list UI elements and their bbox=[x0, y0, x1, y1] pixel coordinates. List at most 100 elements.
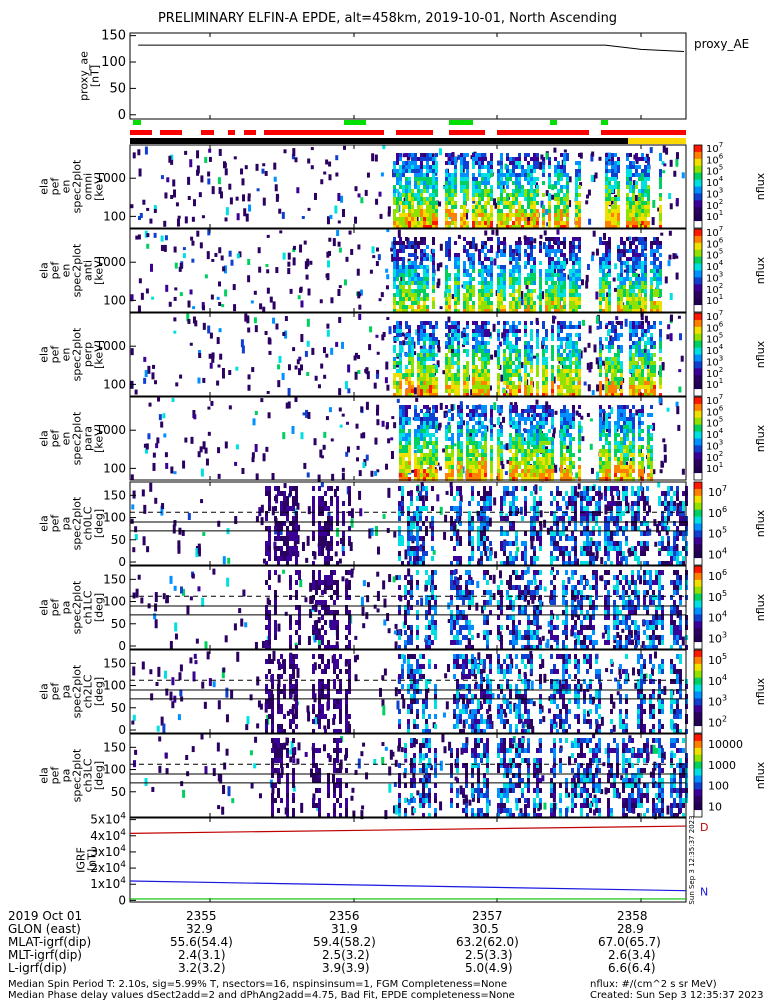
epd-flag-bar bbox=[497, 130, 589, 135]
spectrogram-pixel bbox=[417, 385, 420, 389]
spectrogram-pixel bbox=[578, 305, 581, 309]
spectrogram-pixel bbox=[426, 257, 429, 261]
colorbar-segment bbox=[694, 291, 702, 299]
spectrogram-pixel bbox=[423, 393, 426, 397]
spectrogram-pixel bbox=[503, 197, 506, 201]
spectrogram-pixel bbox=[396, 181, 399, 185]
spectrogram-pixel bbox=[536, 437, 539, 441]
spectrogram-pixel bbox=[653, 241, 656, 245]
spectrogram-pixel bbox=[436, 339, 440, 348]
spectrogram-pixel bbox=[399, 181, 402, 185]
spectrogram-pixel bbox=[299, 244, 303, 253]
spectrogram-pixel bbox=[626, 181, 629, 185]
spectrogram-pixel bbox=[536, 449, 539, 453]
spectrogram-pixel bbox=[255, 473, 259, 481]
spectrogram-pixel bbox=[405, 153, 408, 157]
spectrogram-pixel bbox=[565, 258, 569, 265]
spectrogram-pixel bbox=[396, 169, 399, 173]
spectrogram-pixel bbox=[264, 170, 268, 176]
spectrogram-pixel bbox=[530, 441, 533, 445]
spectrogram-pixel bbox=[599, 321, 602, 325]
spectrogram-pixel bbox=[259, 303, 263, 310]
spectrogram-pixel bbox=[429, 473, 432, 477]
spectrogram-pixel bbox=[429, 321, 432, 325]
spectrogram-pixel bbox=[339, 424, 343, 428]
spectrogram-pixel bbox=[638, 293, 641, 297]
spectrogram-pixel bbox=[246, 317, 250, 324]
spectrogram-pixel bbox=[497, 241, 500, 245]
spectrogram-pixel bbox=[509, 473, 512, 477]
spectrogram-pixel bbox=[578, 445, 581, 449]
spectrogram-pixel bbox=[617, 205, 620, 209]
spectrogram-pixel bbox=[659, 341, 662, 345]
spectrogram-pixel bbox=[426, 353, 429, 357]
spectrogram-pixel bbox=[448, 445, 451, 449]
spectrogram-pixel bbox=[635, 257, 638, 261]
spectrogram-pixel bbox=[251, 457, 255, 463]
spectrogram-pixel bbox=[267, 337, 271, 345]
spectrogram-pixel bbox=[396, 217, 399, 221]
spectrogram-pixel bbox=[578, 217, 581, 221]
spectrogram-pixel bbox=[530, 217, 533, 221]
spectrogram-pixel bbox=[487, 385, 490, 389]
spectrogram-pixel bbox=[411, 341, 414, 345]
spectrogram-pixel bbox=[402, 217, 405, 221]
spectrogram-pixel bbox=[445, 453, 448, 457]
spectrogram-pixel bbox=[193, 414, 197, 420]
spectrogram-pixel bbox=[247, 384, 251, 391]
spectrogram-pixel bbox=[197, 377, 201, 384]
spectrogram-pixel bbox=[575, 365, 578, 369]
spectrogram-pixel bbox=[530, 269, 533, 273]
spectrogram-pixel bbox=[487, 193, 490, 197]
spectrogram-pixel bbox=[575, 325, 578, 329]
spectrogram-pixel bbox=[432, 337, 435, 341]
spectrogram-pixel bbox=[545, 413, 548, 417]
spectrogram-pixel bbox=[524, 261, 527, 265]
spectrogram-pixel bbox=[454, 205, 457, 209]
spectrogram-pixel bbox=[620, 297, 623, 301]
spectrogram-pixel bbox=[451, 321, 454, 325]
spectrogram-pixel bbox=[521, 457, 524, 461]
spectrogram-pixel bbox=[454, 329, 457, 333]
spectrogram-pixel bbox=[426, 209, 429, 213]
spectrogram-pixel bbox=[557, 165, 560, 169]
spectrogram-pixel bbox=[445, 193, 448, 197]
spectrogram-pixel bbox=[484, 329, 487, 333]
spectrogram-pixel bbox=[328, 237, 332, 242]
spectrogram-pixel bbox=[557, 189, 560, 193]
spectrogram-pixel bbox=[515, 213, 518, 217]
spectrogram-pixel bbox=[647, 361, 650, 365]
spectrogram-pixel bbox=[602, 241, 605, 245]
spectrogram-pixel bbox=[414, 273, 417, 277]
spectrogram-pixel bbox=[426, 365, 429, 369]
spectrogram-pixel bbox=[539, 273, 542, 277]
spectrogram-pixel bbox=[411, 349, 414, 353]
spectrogram-pixel bbox=[539, 285, 542, 289]
spectrogram-pixel bbox=[578, 357, 581, 361]
spectrogram-pixel bbox=[457, 465, 460, 469]
spectrogram-pixel bbox=[445, 253, 448, 257]
spectrogram-pixel bbox=[411, 369, 414, 373]
spectrogram-pixel bbox=[551, 385, 554, 389]
spectrogram-pixel bbox=[269, 296, 273, 303]
spectrogram-pixel bbox=[575, 345, 578, 349]
spectrogram-pixel bbox=[527, 473, 530, 477]
spectrogram-pixel bbox=[578, 469, 581, 473]
colorbar-segment bbox=[694, 270, 702, 278]
spectrogram-pixel bbox=[414, 253, 417, 257]
spectrogram-pixel bbox=[533, 265, 536, 269]
spectrogram-pixel bbox=[533, 417, 536, 421]
spectrogram-pixel bbox=[524, 365, 527, 369]
spectrogram-pixel bbox=[503, 217, 506, 221]
spectrogram-pixel bbox=[454, 281, 457, 285]
spectrogram-pixel bbox=[551, 281, 554, 285]
spectrogram-pixel bbox=[614, 221, 617, 225]
spectrogram-pixel bbox=[575, 225, 578, 229]
spectrogram-pixel bbox=[217, 447, 221, 454]
spectrogram-pixel bbox=[614, 377, 617, 381]
spectrogram-pixel bbox=[569, 445, 572, 449]
spectrogram-pixel bbox=[472, 469, 475, 473]
spectrogram-pixel bbox=[605, 257, 608, 261]
spectrogram-pixel bbox=[527, 353, 530, 357]
spectrogram-pixel bbox=[448, 241, 451, 245]
